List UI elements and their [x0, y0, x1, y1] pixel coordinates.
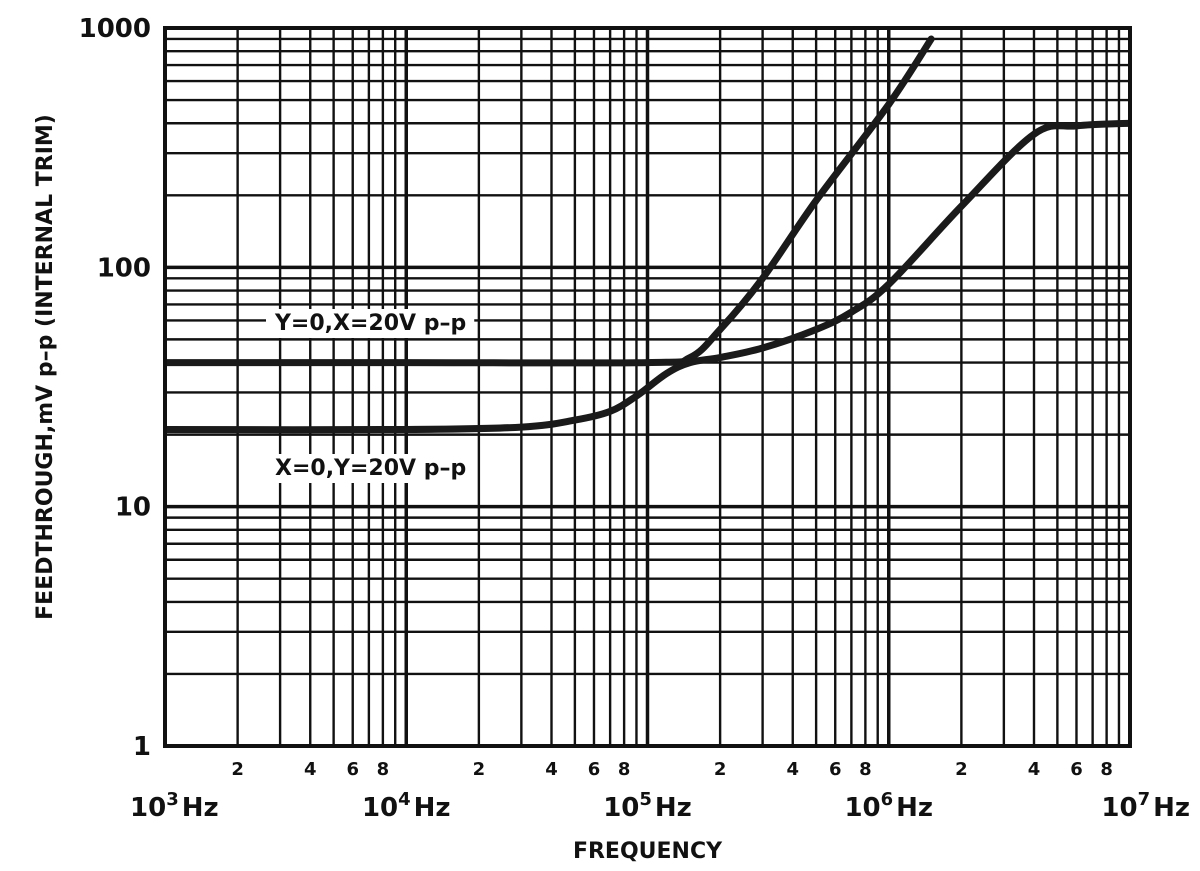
annotation-series-1-background [266, 309, 475, 338]
annotations: Y=0,X=20V p–p X=0,Y=20V p–p [266, 309, 475, 483]
plot-border [163, 26, 1132, 748]
annotation-series-1: Y=0,X=20V p–p [274, 311, 466, 336]
x-minor-tick-label: 2 [955, 759, 968, 780]
x-decade-tick-label: 104 Hz [362, 789, 451, 823]
x-minor-tick-label: 4 [786, 759, 799, 780]
x-minor-tick-label: 6 [346, 759, 359, 780]
plot-frame [163, 26, 1132, 748]
y-tick-label: 1000 [79, 14, 151, 44]
x-minor-tick-label: 2 [231, 759, 244, 780]
x-decade-tick-label: 107 Hz [1101, 789, 1190, 823]
annotation-series-2-background [267, 454, 475, 483]
x-decade-tick-label: 105 Hz [603, 789, 692, 823]
annotation-series-1-group: Y=0,X=20V p–p [266, 309, 475, 338]
x-minor-tick-label: 4 [545, 759, 558, 780]
x-minor-tick-label: 8 [618, 759, 631, 780]
y-tick-label: 10 [115, 493, 151, 523]
x-minor-tick-label: 6 [588, 759, 601, 780]
x-decade-tick-label: 106 Hz [844, 789, 933, 823]
y-tick-labels: 1 10 100 1000 [79, 14, 151, 762]
series-lines [165, 35, 1130, 434]
x-decade-tick-label: 103 Hz [130, 789, 219, 823]
x-minor-tick-label: 8 [859, 759, 872, 780]
x-minor-tick-label: 6 [1070, 759, 1083, 780]
y-axis-title: FEEDTHROUGH,mV p–p (INTERNAL TRIM) [33, 114, 58, 620]
x-minor-tick-label: 8 [1100, 759, 1113, 780]
y-tick-label: 1 [133, 732, 151, 762]
x-minor-tick-label: 2 [714, 759, 727, 780]
series-line-2 [165, 119, 1130, 434]
series-line-1 [165, 35, 935, 367]
annotation-series-2-group: X=0,Y=20V p–p [267, 454, 475, 483]
x-minor-tick-label: 2 [473, 759, 486, 780]
x-minor-tick-label: 8 [377, 759, 390, 780]
grid-lines [165, 28, 1130, 746]
x-axis-title: FREQUENCY [573, 839, 723, 864]
x-minor-tick-label: 4 [304, 759, 317, 780]
x-minor-tick-label: 4 [1028, 759, 1041, 780]
annotation-series-2: X=0,Y=20V p–p [275, 456, 466, 481]
y-tick-label: 100 [97, 253, 151, 283]
x-minor-tick-label: 6 [829, 759, 842, 780]
